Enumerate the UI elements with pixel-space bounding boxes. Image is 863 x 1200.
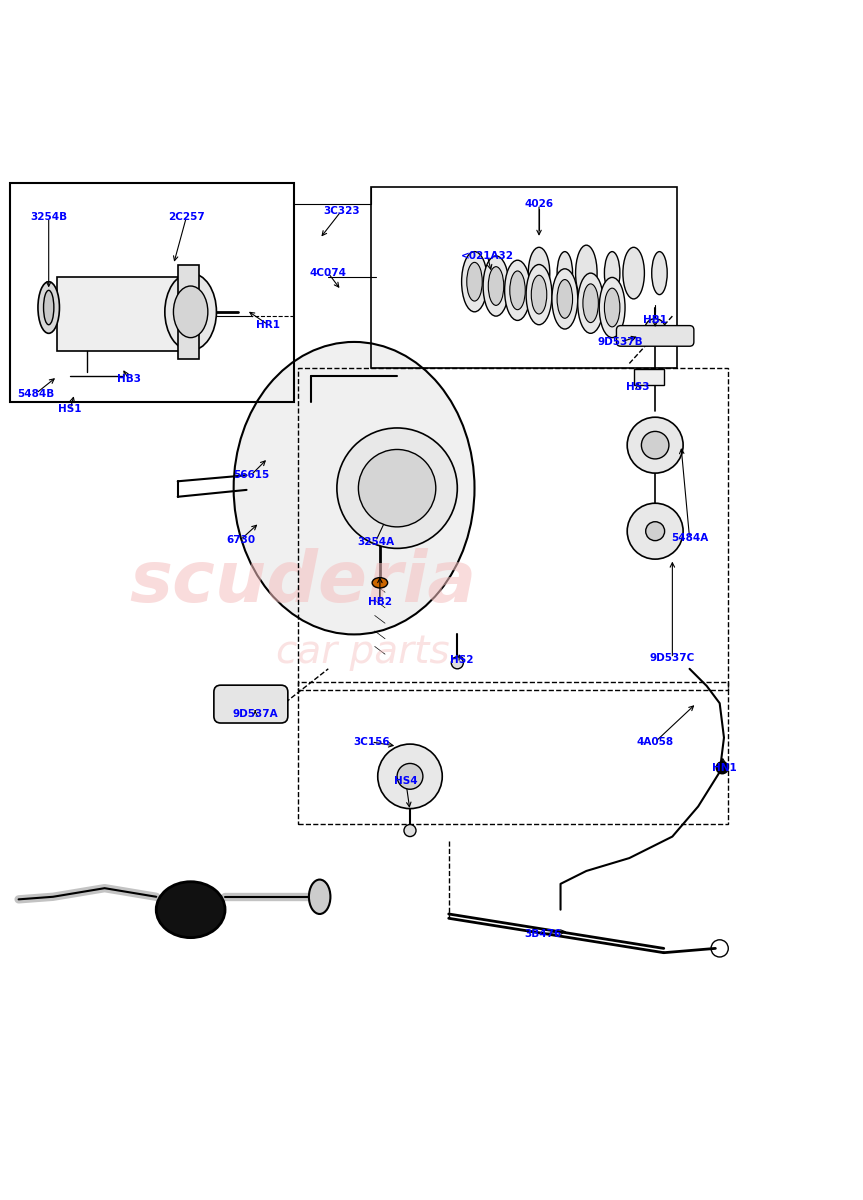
- Ellipse shape: [599, 277, 625, 337]
- Circle shape: [358, 450, 436, 527]
- Circle shape: [716, 762, 728, 774]
- FancyBboxPatch shape: [178, 264, 199, 359]
- Ellipse shape: [604, 252, 620, 295]
- Ellipse shape: [467, 263, 482, 301]
- Ellipse shape: [646, 522, 665, 541]
- Ellipse shape: [627, 418, 683, 473]
- FancyBboxPatch shape: [57, 277, 191, 350]
- Ellipse shape: [652, 252, 667, 295]
- Ellipse shape: [488, 266, 504, 305]
- Text: 3C156: 3C156: [353, 737, 389, 746]
- Ellipse shape: [397, 763, 423, 790]
- Ellipse shape: [451, 656, 463, 668]
- Text: <021A32: <021A32: [461, 251, 513, 260]
- Text: 3C323: 3C323: [323, 206, 360, 216]
- Circle shape: [645, 319, 665, 340]
- Text: 4A058: 4A058: [637, 737, 674, 746]
- Text: 3254A: 3254A: [357, 536, 394, 546]
- Ellipse shape: [462, 252, 488, 312]
- Ellipse shape: [557, 252, 572, 295]
- Text: 4C074: 4C074: [310, 268, 347, 278]
- Text: HS2: HS2: [450, 655, 474, 665]
- Ellipse shape: [43, 290, 54, 325]
- Ellipse shape: [156, 882, 225, 937]
- Ellipse shape: [577, 274, 603, 334]
- Text: HN1: HN1: [712, 763, 736, 773]
- Ellipse shape: [532, 275, 547, 314]
- Text: 56615: 56615: [233, 470, 269, 480]
- Text: 5484B: 5484B: [17, 389, 54, 398]
- Ellipse shape: [557, 280, 572, 318]
- Ellipse shape: [641, 431, 669, 458]
- Ellipse shape: [378, 744, 442, 809]
- Circle shape: [337, 428, 457, 548]
- Text: HR1: HR1: [256, 319, 280, 330]
- Ellipse shape: [627, 503, 683, 559]
- Text: 9D537A: 9D537A: [232, 708, 278, 719]
- FancyBboxPatch shape: [214, 685, 288, 724]
- Text: 5484A: 5484A: [671, 533, 709, 544]
- Ellipse shape: [623, 247, 645, 299]
- Ellipse shape: [173, 286, 208, 337]
- Ellipse shape: [309, 880, 331, 914]
- Ellipse shape: [404, 824, 416, 836]
- Text: 9D537C: 9D537C: [650, 654, 695, 664]
- Ellipse shape: [604, 288, 620, 326]
- Text: 9D537B: 9D537B: [598, 337, 644, 347]
- Text: 3B476: 3B476: [525, 929, 562, 938]
- Ellipse shape: [234, 342, 475, 635]
- Ellipse shape: [576, 245, 597, 301]
- Ellipse shape: [528, 247, 550, 299]
- Ellipse shape: [583, 284, 598, 323]
- Text: HB2: HB2: [368, 596, 392, 607]
- Ellipse shape: [38, 282, 60, 334]
- Ellipse shape: [483, 256, 509, 316]
- Ellipse shape: [526, 264, 552, 325]
- Ellipse shape: [510, 271, 526, 310]
- Text: 3254B: 3254B: [30, 212, 67, 222]
- Ellipse shape: [165, 274, 217, 350]
- Text: HS4: HS4: [394, 775, 418, 786]
- Ellipse shape: [552, 269, 577, 329]
- Ellipse shape: [372, 577, 387, 588]
- Text: 6730: 6730: [226, 535, 255, 545]
- Text: 2C257: 2C257: [168, 212, 205, 222]
- FancyBboxPatch shape: [633, 370, 664, 385]
- Text: scuderia: scuderia: [129, 548, 476, 617]
- Text: HS3: HS3: [627, 382, 650, 391]
- FancyBboxPatch shape: [616, 325, 694, 347]
- Text: 4026: 4026: [525, 199, 553, 209]
- Ellipse shape: [505, 260, 531, 320]
- Text: HS1: HS1: [59, 404, 82, 414]
- Text: HB1: HB1: [643, 316, 667, 325]
- Text: HB3: HB3: [117, 374, 141, 384]
- Text: car parts: car parts: [276, 632, 450, 671]
